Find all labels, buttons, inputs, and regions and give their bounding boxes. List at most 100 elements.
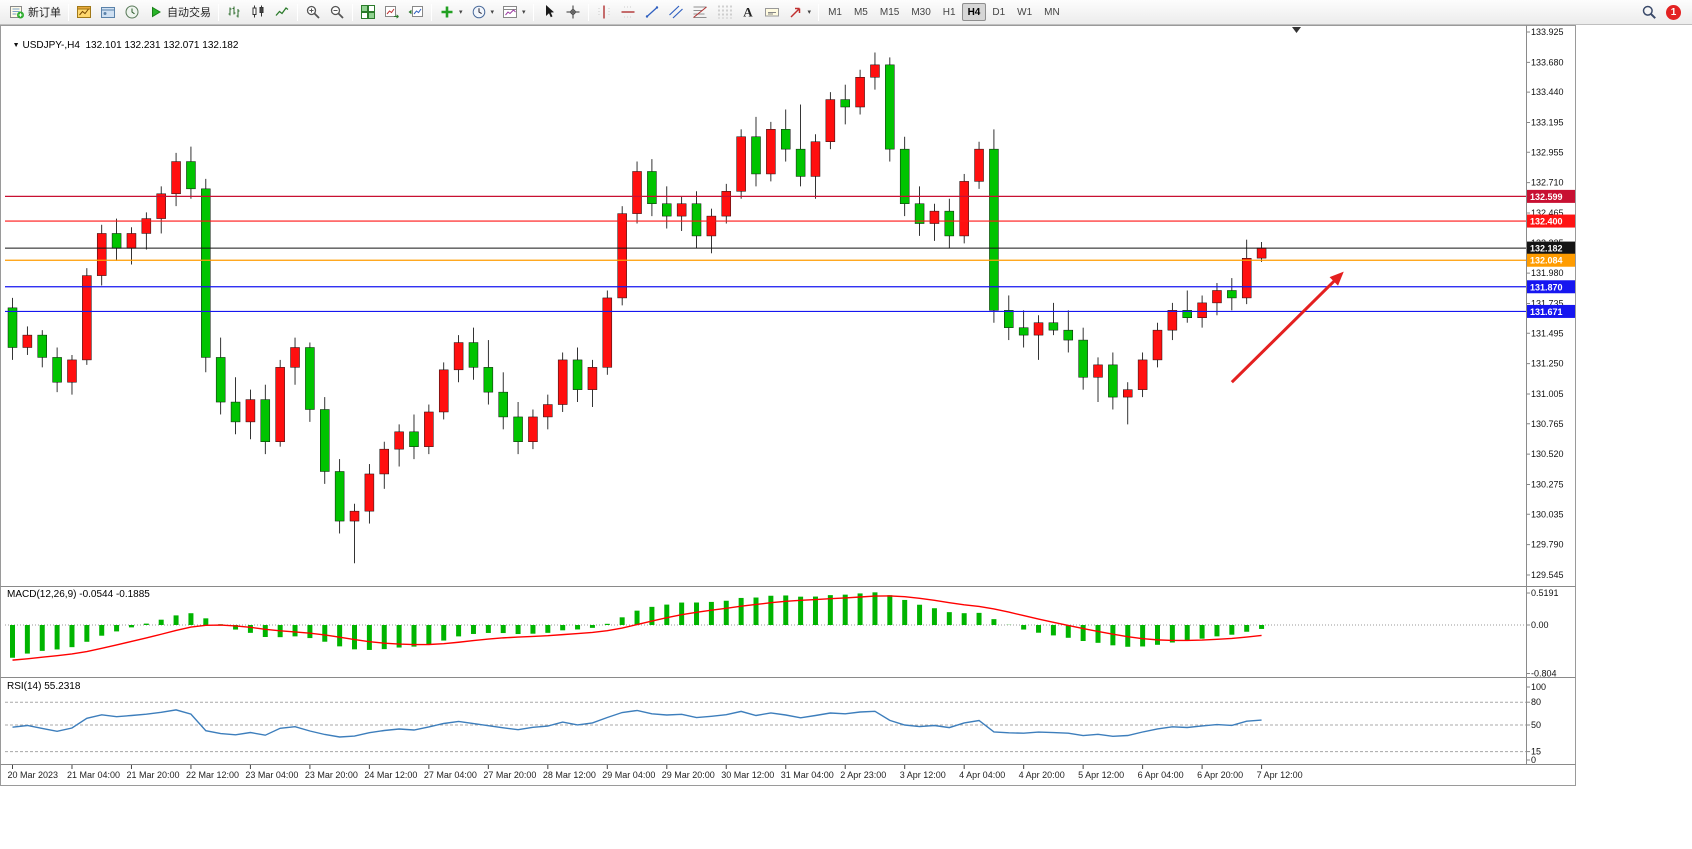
svg-text:50: 50 [1531, 720, 1541, 730]
timeframe-m15-button[interactable]: M15 [879, 6, 900, 18]
channel-button[interactable] [664, 2, 688, 23]
template-icon [502, 4, 518, 20]
zoom-in-button[interactable] [301, 2, 325, 23]
candle [870, 64, 880, 78]
timeframe-mn-button[interactable]: MN [1044, 6, 1060, 18]
horizontal-line-button[interactable] [616, 2, 640, 23]
svg-text:129.545: 129.545 [1531, 570, 1564, 580]
timeframe-h1-button[interactable]: H1 [942, 6, 956, 18]
timeframe-d1-button[interactable]: D1 [992, 6, 1006, 18]
play-icon [148, 4, 164, 20]
timeframe-w1-button[interactable]: W1 [1017, 6, 1033, 18]
candles-chart-type-button[interactable] [246, 2, 270, 23]
svg-text:6 Apr 20:00: 6 Apr 20:00 [1197, 770, 1243, 780]
svg-text:132.465: 132.465 [1531, 208, 1564, 218]
timeframe-m5-button[interactable]: M5 [853, 6, 868, 18]
candle [409, 431, 419, 447]
candle [349, 510, 360, 522]
svg-text:23 Mar 04:00: 23 Mar 04:00 [245, 770, 298, 780]
trend-arrow[interactable] [1230, 271, 1344, 384]
charts-button[interactable] [72, 2, 96, 23]
zoom-out-icon [329, 4, 345, 20]
one-click-trading-arrow-icon[interactable]: ▼ [12, 42, 20, 49]
candle [260, 399, 271, 442]
svg-text:29 Mar 20:00: 29 Mar 20:00 [662, 770, 715, 780]
vertical-line-button[interactable] [592, 2, 616, 23]
timeframe-m1-button[interactable]: M1 [828, 6, 842, 18]
zoom-out-button[interactable] [325, 2, 349, 23]
arrows-button[interactable]: ▾ [784, 2, 816, 23]
candle [334, 471, 345, 522]
timeframe-m30-button[interactable]: M30 [911, 6, 931, 18]
fibonacci-button[interactable] [688, 2, 712, 23]
candle [7, 307, 18, 348]
rsi-line [12, 709, 1262, 738]
profiles-button[interactable] [96, 2, 120, 23]
price-tag-131.671 [1527, 304, 1575, 318]
svg-text:131.495: 131.495 [1531, 328, 1564, 338]
svg-text:130.520: 130.520 [1531, 449, 1564, 459]
trendline-icon [644, 4, 660, 20]
svg-text:131.980: 131.980 [1531, 268, 1564, 278]
cursor-button[interactable] [537, 2, 561, 23]
svg-text:80: 80 [1531, 697, 1541, 707]
candle [513, 416, 523, 442]
candle [290, 347, 300, 368]
tile-icon [360, 4, 376, 20]
line-chart-type-button[interactable] [270, 2, 294, 23]
search-icon [1641, 4, 1657, 20]
crosshair-icon [565, 4, 581, 20]
candle [82, 275, 92, 361]
candle [721, 191, 732, 217]
time-axis: 20 Mar 2023 21 Mar 04:00 21 Mar 20:00 22 Ma… [8, 765, 1303, 780]
svg-text:130.275: 130.275 [1531, 480, 1564, 490]
price-tags: 132.599 132.400 132.182 132.084 131.870 131.6… [1527, 189, 1575, 318]
profiles-icon [100, 4, 116, 20]
candle [944, 210, 955, 237]
candle [587, 367, 598, 390]
vline-icon [596, 4, 612, 20]
macd-panel: 0.5191 0.00 -0.804 [5, 588, 1559, 679]
clock-icon [471, 4, 487, 20]
svg-text:24 Mar 12:00: 24 Mar 12:00 [364, 770, 417, 780]
notifications-badge[interactable]: 1 [1666, 4, 1681, 20]
crosshair-button[interactable] [561, 2, 585, 23]
templates-button[interactable]: ▾ [498, 2, 530, 23]
autotrading-button[interactable]: 自动交易 [144, 2, 215, 23]
chart-shift-button[interactable] [404, 2, 428, 23]
text-label-button[interactable] [760, 2, 784, 23]
cycle-lines-button[interactable] [712, 2, 736, 23]
candle [885, 64, 895, 150]
dropdown-caret-icon: ▾ [807, 9, 812, 16]
candle [543, 404, 553, 418]
svg-text:131.870: 131.870 [1530, 282, 1563, 292]
candle [840, 99, 850, 108]
auto-scroll-button[interactable] [380, 2, 404, 23]
text-button[interactable]: A [736, 2, 760, 23]
svg-text:130.765: 130.765 [1531, 419, 1564, 429]
trendline-button[interactable] [640, 2, 664, 23]
candle [67, 359, 77, 383]
periods-button[interactable]: ▾ [467, 2, 499, 23]
candle [617, 213, 627, 299]
svg-text:0.00: 0.00 [1531, 620, 1549, 630]
market-watch-button[interactable] [120, 2, 144, 23]
bars-chart-type-button[interactable] [222, 2, 246, 23]
dropdown-caret-icon: ▾ [459, 9, 463, 16]
indicators-button[interactable]: ▾ [435, 2, 467, 23]
chart-shift-marker[interactable] [1292, 27, 1301, 33]
candle [171, 161, 181, 195]
candle [662, 203, 672, 217]
candle [111, 233, 122, 249]
svg-text:132.599: 132.599 [1530, 192, 1563, 202]
candle [795, 148, 806, 177]
linechart-icon [274, 4, 290, 20]
timeframe-h4-button[interactable]: H4 [961, 3, 987, 21]
search-button[interactable] [1637, 2, 1661, 23]
svg-text:A: A [743, 5, 753, 20]
candle [364, 473, 375, 512]
tile-windows-button[interactable] [356, 2, 380, 23]
new-order-button[interactable]: 新订单 [5, 2, 65, 23]
svg-text:15: 15 [1531, 747, 1541, 757]
